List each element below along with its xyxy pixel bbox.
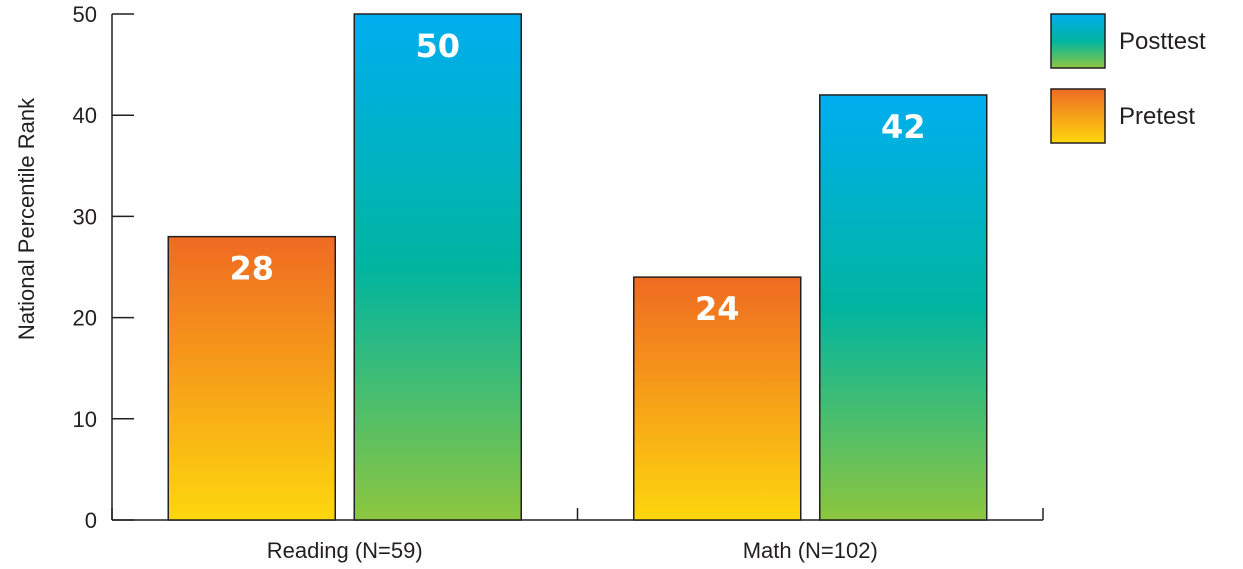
bar-pretest-0 [167, 235, 336, 521]
bar-pretest-1 [633, 276, 802, 521]
y-axis: 0 10 20 30 40 50 [73, 2, 134, 533]
legend: Posttest Pretest [1050, 13, 1206, 144]
bar-value-label: 24 [695, 290, 740, 328]
legend-label-pretest: Pretest [1119, 103, 1195, 130]
x-category-label: Math (N=102) [743, 538, 878, 563]
legend-label-posttest: Posttest [1119, 28, 1206, 55]
bar-value-label: 28 [229, 250, 274, 288]
legend-swatch-posttest [1050, 13, 1106, 69]
y-tick-label: 20 [73, 306, 97, 331]
y-tick-label: 40 [73, 103, 97, 128]
bar-posttest-0 [353, 13, 522, 521]
x-category-label: Reading (N=59) [267, 538, 423, 563]
y-tick-label: 10 [73, 407, 97, 432]
bar-labels: 28 50 24 42 [229, 27, 925, 328]
bar-value-label: 50 [415, 27, 460, 65]
bars [167, 13, 988, 521]
y-axis-title: National Percentile Rank [14, 97, 39, 340]
y-tick-label: 50 [73, 2, 97, 27]
bar-value-label: 42 [881, 108, 926, 146]
legend-swatch-pretest [1050, 88, 1106, 144]
y-tick-label: 0 [85, 508, 97, 533]
bar-posttest-1 [819, 94, 988, 521]
x-axis: Reading (N=59) Math (N=102) [111, 508, 1044, 563]
y-tick-label: 30 [73, 204, 97, 229]
